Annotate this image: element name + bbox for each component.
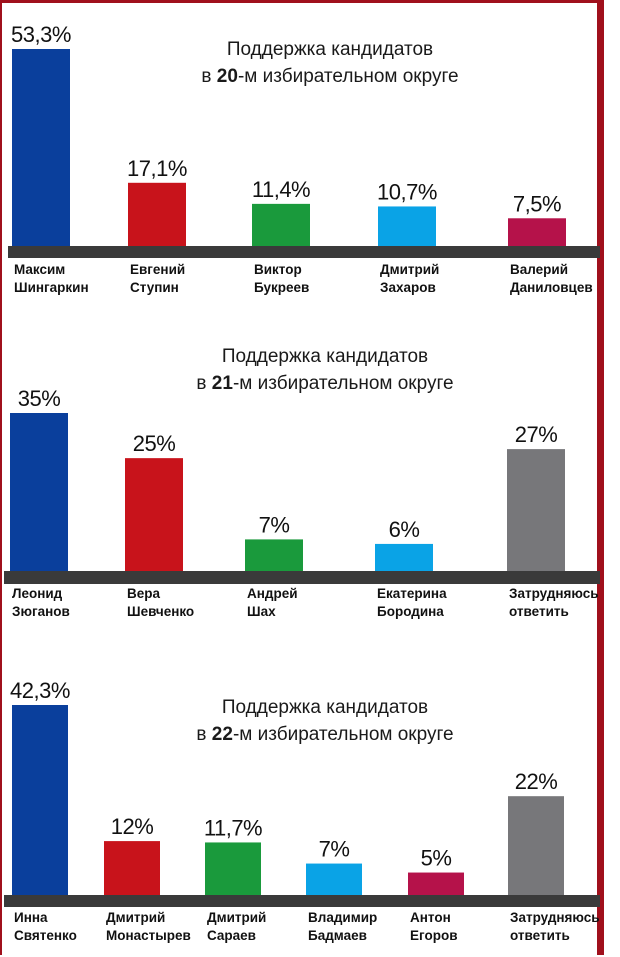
data-label: 53,3% xyxy=(11,22,71,47)
category-label: Букреев xyxy=(254,280,309,295)
title-pre: в xyxy=(196,724,212,745)
baseline-axis xyxy=(8,246,600,258)
title-post: -м избирательном округе xyxy=(232,373,454,394)
chart-title-line2: в 21-м избирательном округе xyxy=(175,370,475,397)
data-label: 11,7% xyxy=(204,815,262,840)
category-label: Затрудняюсь xyxy=(510,910,600,925)
bar xyxy=(125,458,183,571)
category-label: ответить xyxy=(510,928,570,943)
chart-district-20: Поддержка кандидатов в 20-м избирательно… xyxy=(0,0,604,310)
bar xyxy=(10,413,68,571)
category-label: Сараев xyxy=(207,928,256,943)
category-label: Шингаркин xyxy=(14,280,89,295)
chart-title: Поддержка кандидатов в 21-м избирательно… xyxy=(175,343,475,397)
category-label: Святенко xyxy=(14,928,77,943)
data-label: 22% xyxy=(515,769,558,794)
bar xyxy=(408,872,464,895)
category-label: Виктор xyxy=(254,262,302,277)
title-number: 21 xyxy=(211,373,233,394)
bar-chart-svg: 35% Леонид Зюганов 25% Вера Шевченко 7% Андрей Ш… xyxy=(4,386,600,619)
title-pre: в xyxy=(201,66,217,87)
data-label: 35% xyxy=(18,386,61,411)
bar xyxy=(507,449,565,571)
category-label: Андрей xyxy=(247,586,298,601)
bar xyxy=(378,206,436,246)
title-post: -м избирательном округе xyxy=(237,66,459,87)
bar xyxy=(128,182,186,246)
data-label: 10,7% xyxy=(377,179,437,204)
category-label: Шах xyxy=(247,604,276,619)
data-label: 17,1% xyxy=(127,156,187,181)
bar-chart-svg: 42,3% Инна Святенко 12% Дмитрий Монастырев 11,… xyxy=(4,678,600,943)
data-label: 25% xyxy=(133,431,176,456)
data-label: 12% xyxy=(111,814,154,839)
category-label: Екатерина xyxy=(377,586,447,601)
category-label: Захаров xyxy=(380,280,436,295)
chart-title: Поддержка кандидатов в 22-м избирательно… xyxy=(175,694,475,748)
bar xyxy=(12,49,70,246)
bar xyxy=(508,796,564,895)
category-label: Владимир xyxy=(308,910,377,925)
bar xyxy=(104,841,160,895)
category-label: Зюганов xyxy=(12,604,70,619)
category-label: Антон xyxy=(410,910,451,925)
data-label: 7,5% xyxy=(513,191,561,216)
bar xyxy=(508,218,566,246)
category-label: Вера xyxy=(127,586,161,601)
chart-title-line1: Поддержка кандидатов xyxy=(221,346,429,367)
baseline-axis xyxy=(4,571,600,584)
chart-district-21: Поддержка кандидатов в 21-м избирательно… xyxy=(4,343,600,619)
chart-title-line2: в 22-м избирательном округе xyxy=(175,721,475,748)
category-label: Дмитрий xyxy=(207,910,266,925)
bar xyxy=(252,203,310,246)
data-label: 42,3% xyxy=(10,678,70,703)
title-pre: в xyxy=(196,373,212,394)
category-label: Затрудняюсь xyxy=(509,586,599,601)
category-label: Леонид xyxy=(12,586,63,601)
category-label: Максим xyxy=(14,262,65,277)
category-label: Шевченко xyxy=(127,604,194,619)
category-label: Егоров xyxy=(410,928,458,943)
chart-frame xyxy=(0,0,604,955)
bar-chart-svg: 53,3% Максим Шингаркин 17,1% Евгений Ступин 11… xyxy=(8,22,600,295)
title-number: 20 xyxy=(216,66,238,87)
bar xyxy=(12,705,68,895)
category-label: Евгений xyxy=(130,262,185,277)
chart-title-line2: в 20-м избирательном округе xyxy=(180,63,480,90)
category-label: ответить xyxy=(509,604,569,619)
data-label: 6% xyxy=(389,517,420,542)
bar xyxy=(245,539,303,571)
bar xyxy=(375,543,433,571)
category-label: Дмитрий xyxy=(380,262,439,277)
category-label: Дмитрий xyxy=(106,910,165,925)
data-label: 5% xyxy=(421,846,452,871)
title-number: 22 xyxy=(211,724,233,745)
chart-district-22: Поддержка кандидатов в 22-м избирательно… xyxy=(4,678,600,943)
data-label: 7% xyxy=(259,512,290,537)
category-label: Бородина xyxy=(377,604,444,619)
bar xyxy=(306,863,362,895)
title-post: -м избирательном округе xyxy=(232,724,454,745)
baseline-axis xyxy=(4,895,600,907)
data-label: 27% xyxy=(515,422,558,447)
category-label: Валерий xyxy=(510,262,568,277)
category-label: Инна xyxy=(14,910,48,925)
category-label: Ступин xyxy=(130,280,179,295)
category-label: Монастырев xyxy=(106,928,191,943)
category-label: Бадмаев xyxy=(308,928,367,943)
data-label: 7% xyxy=(319,837,350,862)
data-label: 11,4% xyxy=(252,177,310,202)
chart-title-line1: Поддержка кандидатов xyxy=(221,697,429,718)
category-label: Даниловцев xyxy=(510,280,593,295)
bar xyxy=(205,842,261,895)
chart-title: Поддержка кандидатов в 20-м избирательно… xyxy=(180,36,480,90)
chart-title-line1: Поддержка кандидатов xyxy=(226,39,434,60)
